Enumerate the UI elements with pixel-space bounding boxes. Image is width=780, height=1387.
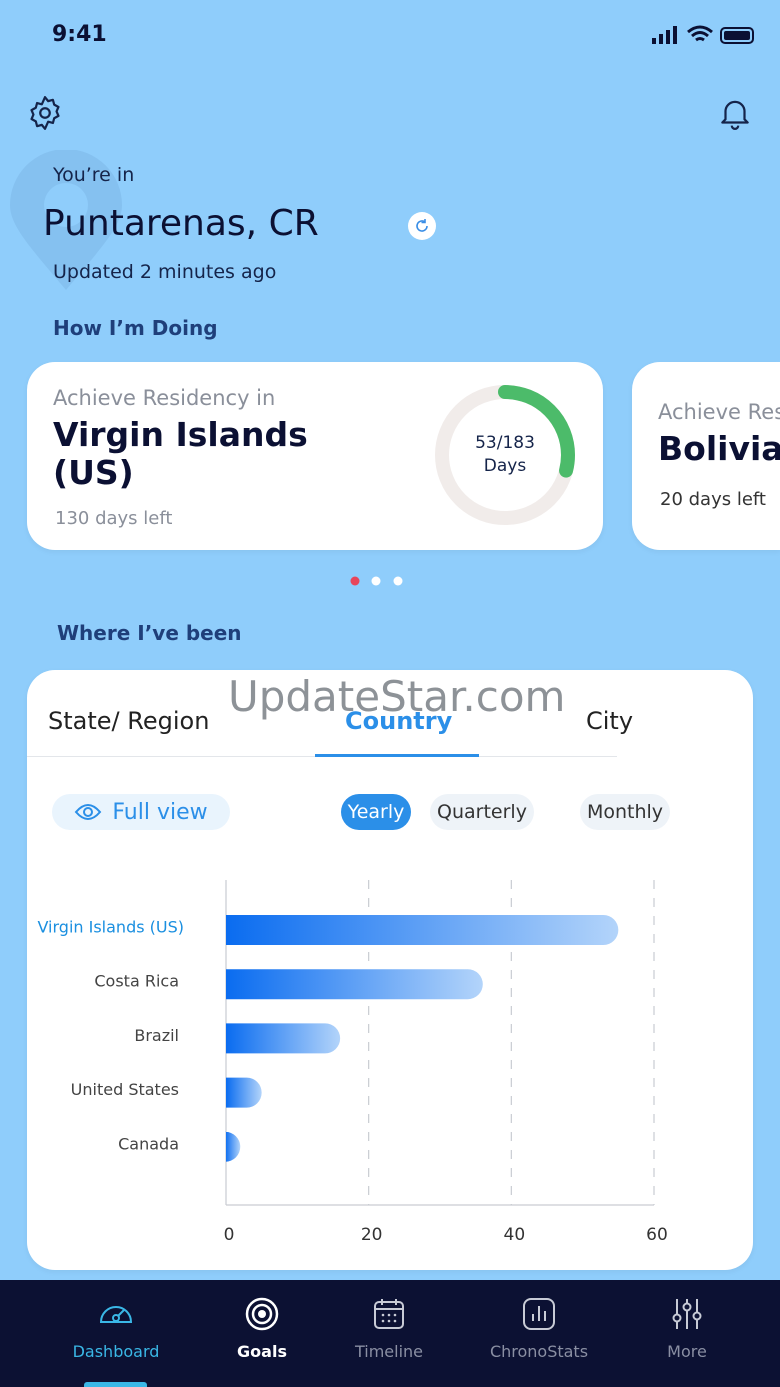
- y-tick-label: United States: [71, 1080, 179, 1099]
- location-updated: Updated 2 minutes ago: [53, 261, 277, 283]
- section-title: Where I’ve been: [57, 621, 242, 645]
- period-button[interactable]: Monthly: [580, 794, 670, 830]
- nav-label: ChronoStats: [489, 1342, 589, 1361]
- nav-item[interactable]: More: [609, 1280, 765, 1387]
- full-view-label: Full view: [112, 799, 208, 825]
- notification-icon[interactable]: [716, 94, 754, 132]
- settings-icon[interactable]: [26, 94, 64, 132]
- goal-caption: Achieve Res: [658, 400, 780, 424]
- x-tick-label: 0: [224, 1225, 235, 1245]
- tab[interactable]: City: [586, 707, 634, 735]
- goal-caption: Achieve Residency in: [53, 386, 276, 410]
- bar: [225, 1131, 241, 1162]
- y-tick-label: Brazil: [134, 1026, 179, 1045]
- nav-label: Timeline: [354, 1342, 424, 1361]
- nav-item[interactable]: Goals: [184, 1280, 340, 1387]
- eye-icon: [75, 804, 102, 820]
- goal-card[interactable]: Achieve Residency in Virgin Islands (US)…: [27, 362, 603, 550]
- goal-days-left: 130 days left: [55, 508, 173, 529]
- x-tick-label: 60: [646, 1225, 668, 1245]
- status-time: 9:41: [52, 22, 107, 47]
- watermark: UpdateStar.com: [228, 672, 566, 721]
- tab[interactable]: State/ Region: [48, 707, 210, 735]
- pager-dots: [350, 576, 403, 586]
- goal-days-left: 20 days left: [660, 489, 766, 510]
- bar-chart: 0 20 40 60 Virgin Islands (US) Costa Rica Braz…: [37, 880, 668, 1245]
- status-icons: [652, 25, 754, 44]
- period-button[interactable]: Quarterly: [430, 794, 534, 830]
- progress-arc: [435, 385, 575, 525]
- bar: [226, 1077, 262, 1108]
- active-indicator: [84, 1382, 147, 1387]
- nav-label: More: [667, 1342, 707, 1361]
- x-tick-label: 20: [361, 1225, 383, 1245]
- location-place: Puntarenas, CR: [43, 203, 319, 244]
- goal-card[interactable]: Achieve Res Bolivia 20 days left: [632, 362, 780, 550]
- nav-label: Dashboard: [72, 1342, 160, 1361]
- nav-item[interactable]: Timeline: [311, 1280, 467, 1387]
- refresh-button[interactable]: [407, 211, 437, 241]
- full-view-button[interactable]: Full view: [52, 794, 230, 830]
- tab-underline: [315, 754, 479, 757]
- y-tick-label: Costa Rica: [94, 972, 179, 991]
- nav-item[interactable]: ChronoStats: [461, 1280, 617, 1387]
- period-button-active[interactable]: Yearly: [341, 794, 411, 830]
- nav-label: Goals: [237, 1342, 287, 1361]
- section-title: How I’m Doing: [53, 316, 218, 340]
- goal-progress: 53/183 Days: [435, 385, 575, 525]
- nav-item[interactable]: Dashboard: [38, 1280, 194, 1387]
- tab-active[interactable]: Country: [345, 707, 453, 735]
- bar: [226, 915, 619, 945]
- bar: [226, 969, 483, 1000]
- y-tick-label: Canada: [118, 1134, 179, 1153]
- y-tick-label: Virgin Islands (US): [37, 918, 184, 937]
- tab-bar: Dashboard Goals Timeline ChronoStats Mor…: [0, 1280, 780, 1387]
- progress-unit: Days: [484, 456, 527, 476]
- bar: [226, 1023, 341, 1054]
- goal-country: Bolivia: [658, 429, 780, 468]
- location-watermark-icon: [10, 150, 122, 290]
- progress-text: 53/183: [475, 433, 535, 453]
- goal-country: Virgin Islands (US): [53, 415, 308, 492]
- x-tick-label: 40: [504, 1225, 526, 1245]
- location-label: You’re in: [53, 164, 135, 186]
